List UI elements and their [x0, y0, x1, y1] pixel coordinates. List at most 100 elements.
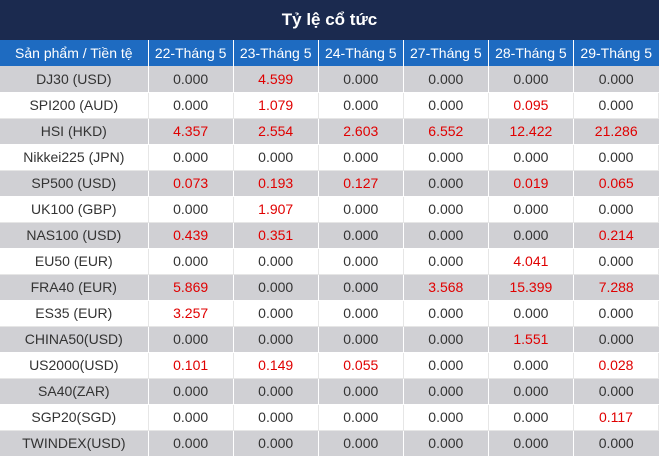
dividend-value-cell: 2.603: [318, 118, 404, 145]
product-cell: CHINA50(USD): [0, 326, 149, 353]
table-title: Tỷ lệ cổ tức: [0, 0, 659, 40]
dividend-value-cell: 0.000: [403, 404, 489, 431]
dividend-value-cell: 0.019: [488, 170, 574, 197]
product-cell: SPI200 (AUD): [0, 92, 149, 119]
product-cell: ES35 (EUR): [0, 300, 149, 327]
dividend-value-cell: 0.000: [318, 144, 404, 171]
dividend-value-cell: 0.000: [403, 326, 489, 353]
dividend-value-cell: 0.000: [233, 300, 319, 327]
product-cell: SA40(ZAR): [0, 378, 149, 405]
table-row: CHINA50(USD) 0.000 0.000 0.000 0.000 1.551 0.0…: [0, 326, 659, 353]
table-row: SA40(ZAR) 0.000 0.000 0.000 0.000 0.000 0.000: [0, 378, 659, 405]
dividend-value-cell: 0.000: [148, 326, 234, 353]
dividend-value-cell: 0.000: [488, 144, 574, 171]
dividend-value-cell: 0.351: [233, 222, 319, 249]
dividend-value-cell: 0.000: [573, 196, 659, 223]
dividend-value-cell: 12.422: [488, 118, 574, 145]
header-date: 29-Tháng 5: [573, 40, 659, 66]
table-row: UK100 (GBP) 0.000 1.907 0.000 0.000 0.000 0.00…: [0, 196, 659, 223]
dividend-value-cell: 0.000: [403, 378, 489, 405]
dividend-value-cell: 0.000: [488, 430, 574, 457]
table-row: Nikkei225 (JPN) 0.000 0.000 0.000 0.000 0.000…: [0, 144, 659, 171]
table-row: FRA40 (EUR) 5.869 0.000 0.000 3.568 15.399 7.2…: [0, 274, 659, 301]
dividend-value-cell: 0.127: [318, 170, 404, 197]
dividend-value-cell: 0.000: [233, 248, 319, 275]
dividend-value-cell: 1.907: [233, 196, 319, 223]
dividend-value-cell: 5.869: [148, 274, 234, 301]
dividend-value-cell: 6.552: [403, 118, 489, 145]
dividend-value-cell: 0.055: [318, 352, 404, 379]
dividend-value-cell: 0.000: [403, 222, 489, 249]
product-cell: EU50 (EUR): [0, 248, 149, 275]
product-cell: HSI (HKD): [0, 118, 149, 145]
dividend-table: Sản phẩm / Tiền tệ 22-Tháng 5 23-Tháng 5…: [0, 40, 659, 457]
dividend-value-cell: 0.000: [318, 222, 404, 249]
product-cell: Nikkei225 (JPN): [0, 144, 149, 171]
dividend-value-cell: 0.028: [573, 352, 659, 379]
dividend-value-cell: 0.000: [318, 300, 404, 327]
header-date: 22-Tháng 5: [148, 40, 234, 66]
dividend-value-cell: 0.000: [488, 404, 574, 431]
table-row: US2000(USD) 0.101 0.149 0.055 0.000 0.000 0.02…: [0, 352, 659, 379]
dividend-value-cell: 0.000: [403, 144, 489, 171]
dividend-value-cell: 0.439: [148, 222, 234, 249]
header-date: 28-Tháng 5: [488, 40, 574, 66]
dividend-value-cell: 0.000: [318, 326, 404, 353]
dividend-value-cell: 0.000: [148, 66, 234, 93]
dividend-value-cell: 1.551: [488, 326, 574, 353]
dividend-value-cell: 3.257: [148, 300, 234, 327]
dividend-value-cell: 0.000: [318, 196, 404, 223]
dividend-value-cell: 0.000: [318, 404, 404, 431]
header-date: 27-Tháng 5: [403, 40, 489, 66]
dividend-value-cell: 0.000: [233, 404, 319, 431]
product-cell: SGP20(SGD): [0, 404, 149, 431]
dividend-value-cell: 0.000: [318, 378, 404, 405]
product-cell: UK100 (GBP): [0, 196, 149, 223]
dividend-value-cell: 0.095: [488, 92, 574, 119]
table-row: HSI (HKD) 4.357 2.554 2.603 6.552 12.422 21.28…: [0, 118, 659, 145]
dividend-value-cell: 0.000: [318, 274, 404, 301]
dividend-value-cell: 0.000: [488, 300, 574, 327]
dividend-value-cell: 3.568: [403, 274, 489, 301]
dividend-value-cell: 0.214: [573, 222, 659, 249]
dividend-value-cell: 0.101: [148, 352, 234, 379]
header-row: Sản phẩm / Tiền tệ 22-Tháng 5 23-Tháng 5…: [0, 40, 659, 66]
header-date: 23-Tháng 5: [233, 40, 319, 66]
dividend-value-cell: 2.554: [233, 118, 319, 145]
dividend-value-cell: 0.000: [148, 378, 234, 405]
table-row: DJ30 (USD) 0.000 4.599 0.000 0.000 0.000 0.000: [0, 66, 659, 93]
dividend-value-cell: 0.000: [318, 430, 404, 457]
table-row: NAS100 (USD) 0.439 0.351 0.000 0.000 0.000 0.2…: [0, 222, 659, 249]
dividend-value-cell: 0.000: [233, 274, 319, 301]
product-cell: DJ30 (USD): [0, 66, 149, 93]
product-cell: NAS100 (USD): [0, 222, 149, 249]
dividend-value-cell: 0.000: [403, 196, 489, 223]
dividend-value-cell: 7.288: [573, 274, 659, 301]
dividend-value-cell: 0.000: [403, 300, 489, 327]
dividend-value-cell: 0.000: [403, 92, 489, 119]
dividend-value-cell: 0.000: [233, 378, 319, 405]
table-row: SP500 (USD) 0.073 0.193 0.127 0.000 0.019 0.06…: [0, 170, 659, 197]
dividend-value-cell: 0.000: [488, 222, 574, 249]
dividend-value-cell: 0.000: [148, 92, 234, 119]
product-cell: TWINDEX(USD): [0, 430, 149, 457]
dividend-value-cell: 0.000: [148, 196, 234, 223]
dividend-value-cell: 0.000: [403, 352, 489, 379]
dividend-value-cell: 0.000: [403, 66, 489, 93]
dividend-value-cell: 0.000: [403, 430, 489, 457]
dividend-value-cell: 0.000: [233, 326, 319, 353]
dividend-value-cell: 1.079: [233, 92, 319, 119]
dividend-value-cell: 0.117: [573, 404, 659, 431]
table-body: DJ30 (USD) 0.000 4.599 0.000 0.000 0.000 0.000…: [0, 66, 659, 457]
dividend-value-cell: 0.000: [488, 378, 574, 405]
dividend-value-cell: 0.073: [148, 170, 234, 197]
table-row: ES35 (EUR) 3.257 0.000 0.000 0.000 0.000 0.000: [0, 300, 659, 327]
dividend-value-cell: 0.193: [233, 170, 319, 197]
dividend-value-cell: 0.000: [233, 144, 319, 171]
dividend-value-cell: 0.000: [488, 196, 574, 223]
dividend-value-cell: 0.000: [573, 248, 659, 275]
table-row: SGP20(SGD) 0.000 0.000 0.000 0.000 0.000 0.117: [0, 404, 659, 431]
table-row: EU50 (EUR) 0.000 0.000 0.000 0.000 4.041 0.000: [0, 248, 659, 275]
dividend-value-cell: 0.000: [573, 92, 659, 119]
